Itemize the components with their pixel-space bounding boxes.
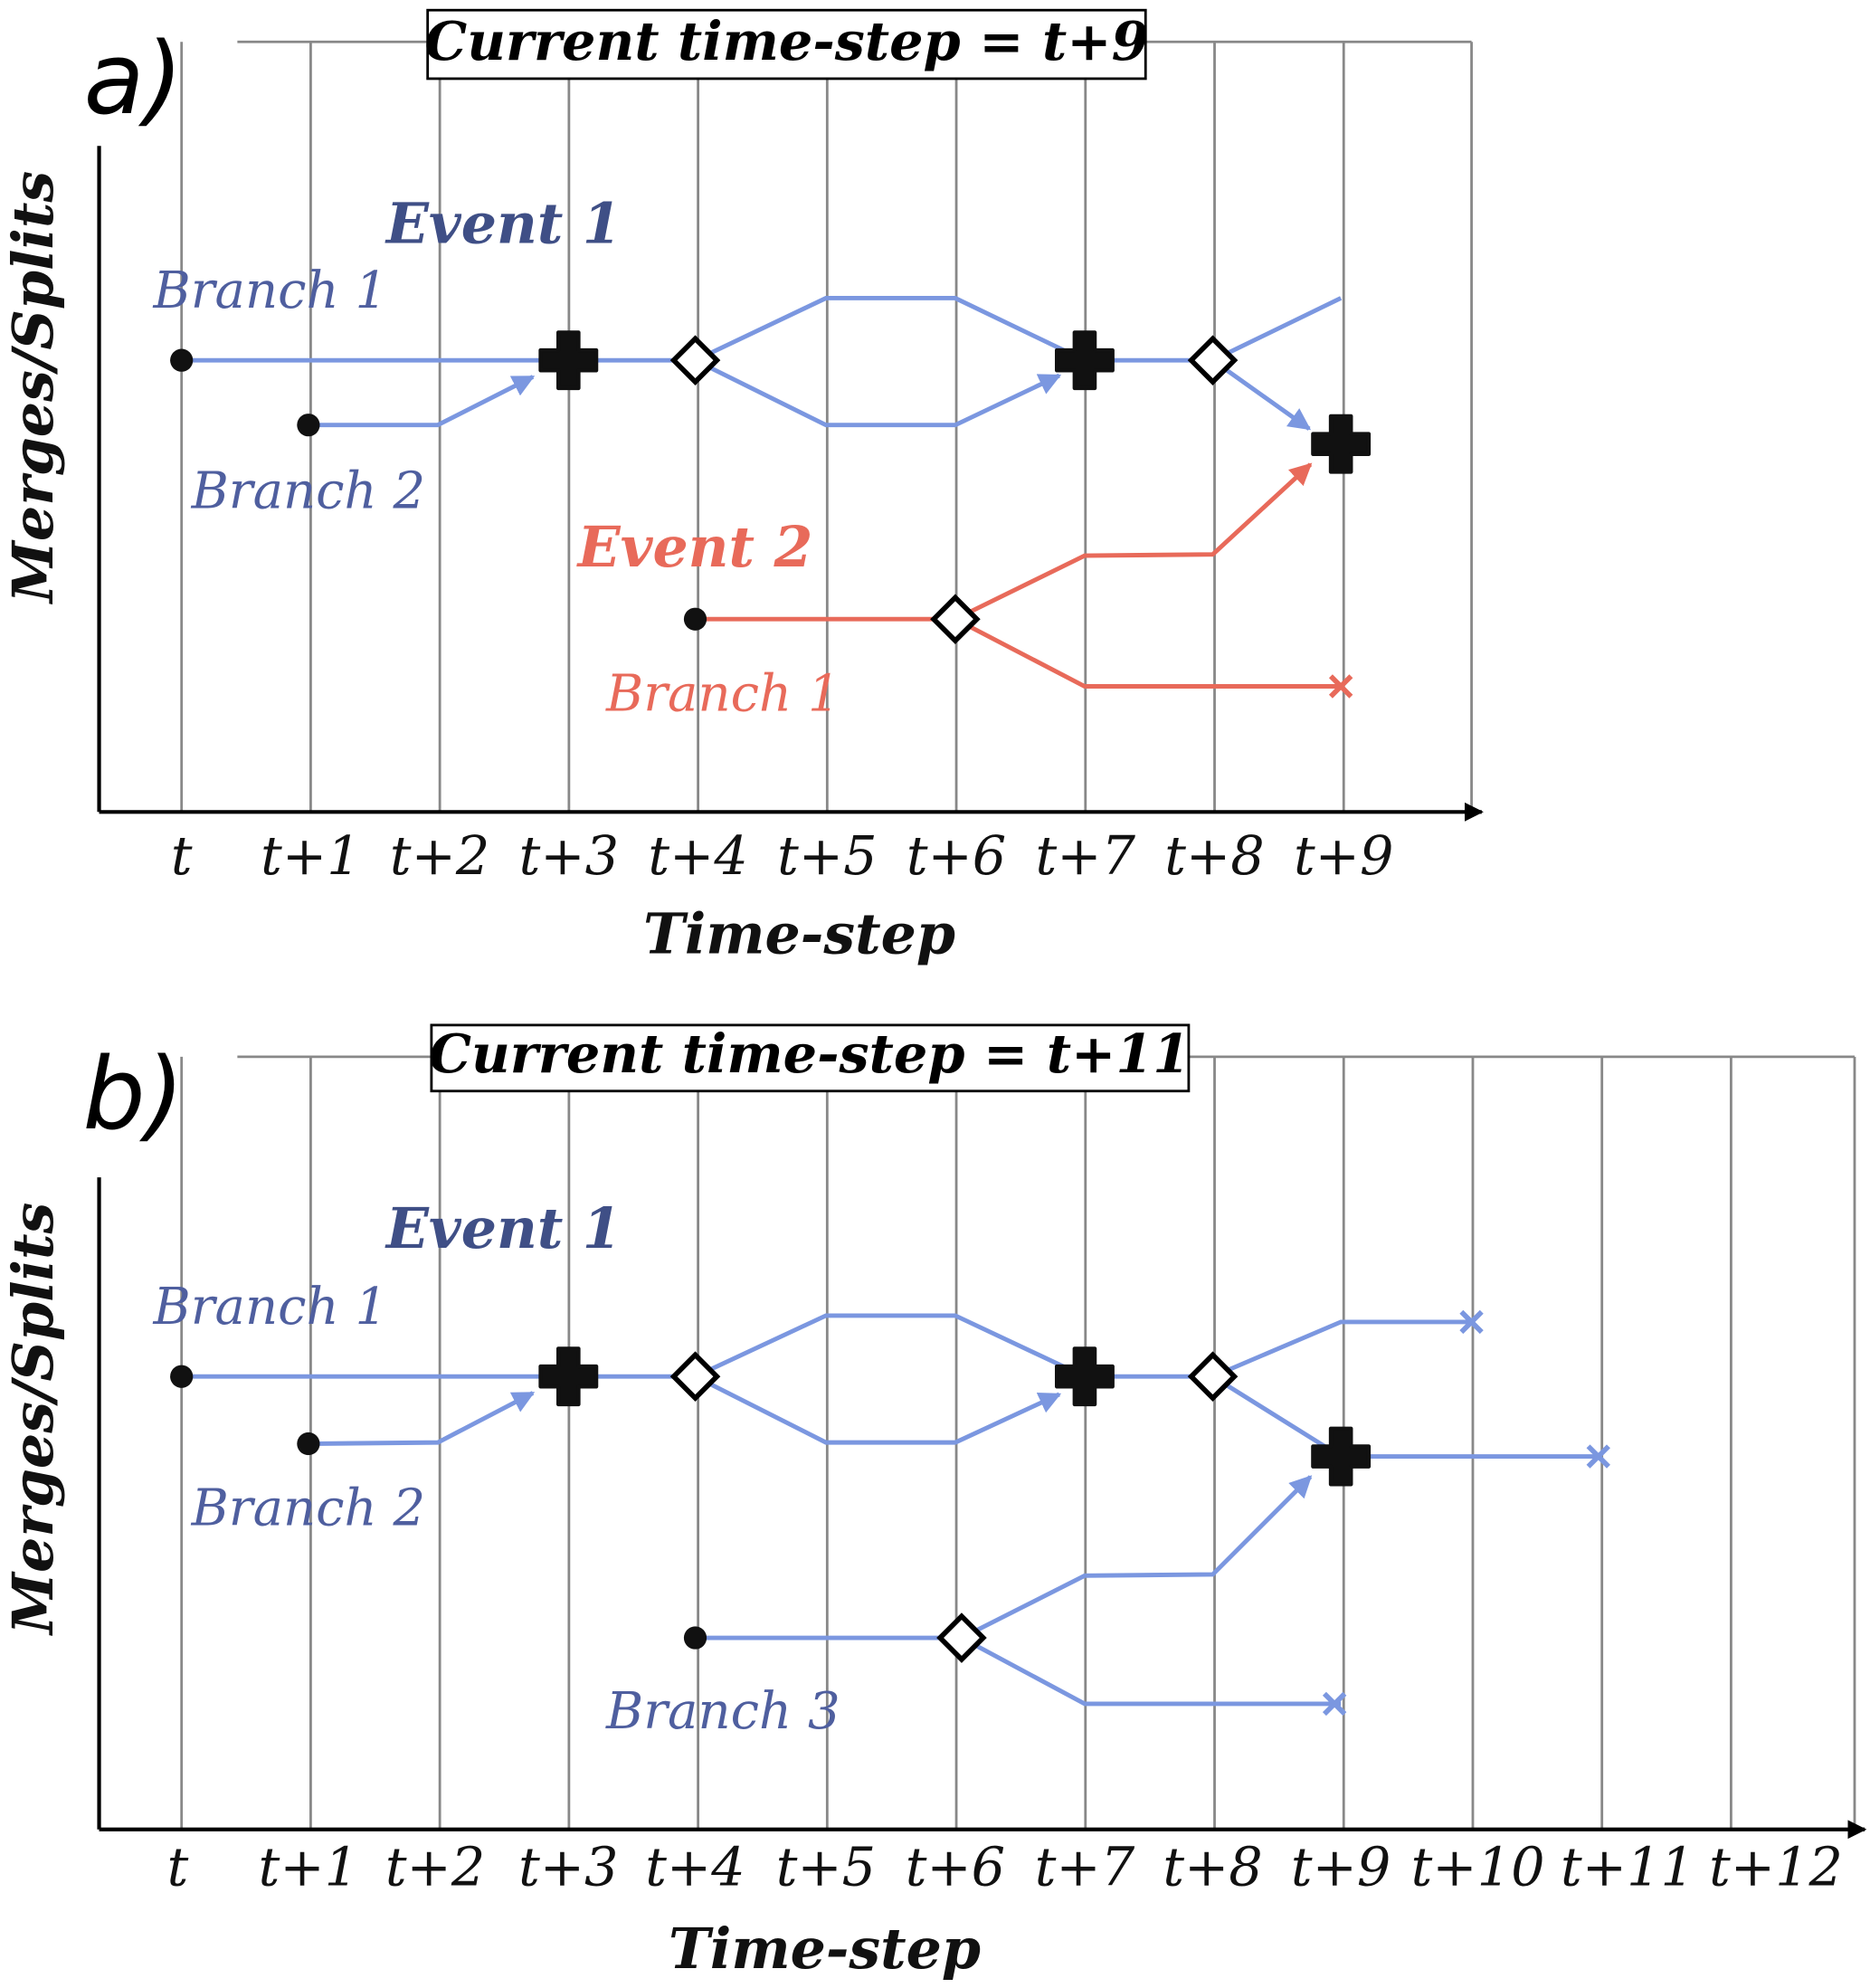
track (308, 375, 536, 428)
x-tick-label: t+5 (776, 1836, 876, 1898)
branch-label: Branch 2 (191, 461, 426, 520)
event-label: Event 1 (384, 1195, 622, 1261)
split-marker (1187, 335, 1239, 385)
x-tick-label: t+9 (1294, 824, 1393, 887)
track (694, 1374, 1062, 1445)
start-marker (297, 1432, 320, 1456)
panel-title: Current time-step = t+11 (429, 1023, 1190, 1085)
x-tick-label: t+9 (1291, 1836, 1391, 1898)
x-axis-label: Time-step (669, 1916, 981, 1982)
y-axis-label: Merges/Splits (0, 171, 66, 604)
split-marker (930, 594, 981, 644)
event-label: Event 2 (576, 514, 813, 580)
panel-label: b) (82, 1036, 184, 1152)
track (960, 1475, 1313, 1641)
merge-marker (1054, 330, 1115, 391)
merge-marker (1311, 414, 1372, 474)
branch-label: Branch 1 (153, 1278, 388, 1336)
panel-title: Current time-step = t+9 (424, 10, 1148, 72)
x-tick-label: t+1 (261, 824, 360, 887)
y-axis-label: Merges/Splits (0, 1203, 66, 1636)
x-tick-label: t+1 (259, 1836, 358, 1898)
track (694, 1313, 1086, 1379)
track (694, 357, 1062, 428)
markers (170, 330, 1610, 1717)
x-axis-label: Time-step (643, 901, 955, 967)
track (1211, 1374, 1599, 1459)
x-tick-label: t (171, 824, 193, 887)
x-tick-label: t+6 (906, 1836, 1005, 1898)
branch-label: Branch 3 (605, 1682, 840, 1741)
branch-label: Branch 2 (191, 1479, 426, 1538)
merge-marker (538, 330, 599, 391)
split-marker (1187, 1351, 1239, 1403)
track (954, 462, 1313, 622)
track (694, 296, 1087, 363)
split-marker (669, 1351, 721, 1403)
merge-marker (1311, 1426, 1372, 1487)
x-tick-label: t+3 (518, 1836, 618, 1898)
x-tick-label: t+8 (1164, 824, 1264, 887)
end-marker (1328, 674, 1353, 699)
end-marker (1459, 1309, 1484, 1335)
start-marker (297, 414, 320, 437)
x-tick-label: t+4 (648, 824, 747, 887)
track (308, 1391, 536, 1446)
x-tick-label: t+5 (777, 824, 877, 887)
split-marker (936, 1612, 987, 1663)
x-tick-label: t (167, 1836, 189, 1898)
title-box (430, 1023, 1191, 1093)
start-marker (683, 607, 707, 631)
split-marker (669, 335, 721, 385)
x-tick-label: t+4 (645, 1836, 745, 1898)
branch-label: Branch 1 (153, 262, 388, 320)
x-tick-label: t+8 (1163, 1836, 1262, 1898)
start-marker (170, 1365, 194, 1388)
x-tick-label: t+3 (519, 824, 619, 887)
x-tick-label: t+6 (907, 824, 1006, 887)
x-tick-label: t+2 (385, 1836, 485, 1898)
end-marker (1322, 1691, 1347, 1717)
track (960, 1635, 1342, 1707)
track (954, 617, 1342, 689)
branch-label: Branch 1 (605, 665, 840, 724)
track (1211, 358, 1312, 431)
x-tick-label: t+2 (390, 824, 489, 887)
start-marker (170, 348, 194, 372)
merge-marker (538, 1346, 599, 1407)
title-box (426, 8, 1147, 81)
x-tick-label: t+7 (1036, 824, 1136, 887)
x-tick-label: t+11 (1561, 1836, 1694, 1898)
panel-label: a) (84, 21, 184, 137)
start-marker (683, 1626, 707, 1650)
end-marker (1586, 1444, 1610, 1469)
x-tick-label: t+7 (1035, 1836, 1135, 1898)
x-tick-label: t+10 (1411, 1836, 1545, 1898)
merge-marker (1054, 1346, 1115, 1407)
event-label: Event 1 (384, 190, 622, 256)
x-tick-label: t+12 (1709, 1836, 1843, 1898)
track (1211, 1319, 1472, 1379)
